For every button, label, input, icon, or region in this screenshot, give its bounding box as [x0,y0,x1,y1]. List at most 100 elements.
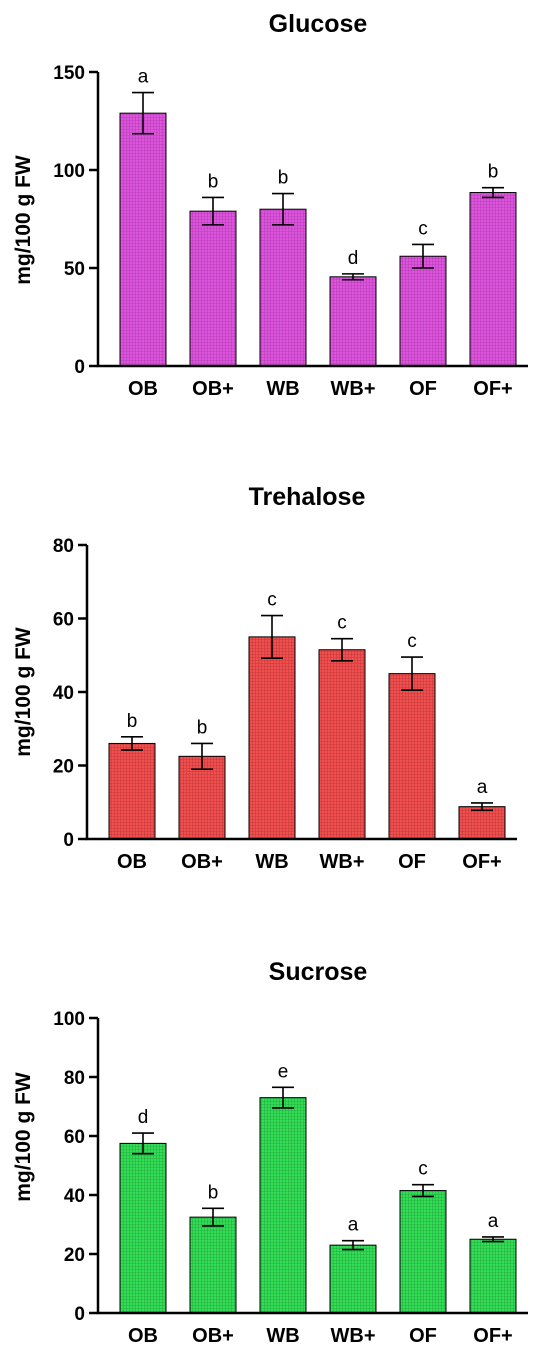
significance-letter: c [418,218,428,239]
significance-letter: c [407,631,417,652]
bar-ob-plus [178,755,226,840]
y-tick-label: 20 [64,1245,85,1266]
bar-wb-plus [329,276,377,367]
x-axis-tick-labels: OB OB+ WB WB+ OF OF+ [128,1325,513,1347]
significance-letter: c [418,1159,428,1180]
x-tick-label: OF+ [462,851,501,873]
y-axis-ticks: 0 20 40 60 80 100 [53,1009,98,1325]
bars: b b c c c a [108,590,506,840]
y-tick-label: 150 [53,63,85,84]
error-bar [132,91,154,135]
significance-letter: d [138,1107,149,1128]
significance-letter: b [488,162,499,183]
y-tick-label: 0 [74,357,85,378]
significance-letter: b [278,168,289,189]
x-tick-label: OB [128,1325,158,1347]
x-tick-label: OB+ [181,851,223,873]
axis-lines [96,1018,528,1315]
y-axis-ticks: 0 50 100 150 [53,63,98,378]
y-tick-label: 100 [53,161,85,182]
significance-letter: a [138,67,149,88]
axis-lines [85,545,517,841]
y-axis-label: mg/100 g FW [12,1072,35,1202]
bar-of [399,1190,447,1314]
y-axis-label: mg/100 g FW [12,155,35,285]
x-tick-label: OB+ [192,1325,234,1347]
y-tick-label: 0 [63,830,74,851]
x-tick-label: OB [128,378,158,400]
significance-letter: b [197,717,208,738]
chart-title: Glucose [269,10,368,38]
axis-lines [96,72,528,368]
y-tick-label: 40 [53,683,74,704]
error-bar [132,1132,154,1155]
significance-letter: d [348,248,359,269]
y-tick-label: 80 [64,1068,85,1089]
bar-wb-plus [318,649,366,840]
x-tick-label: WB [255,851,288,873]
error-bar [471,802,493,812]
trehalose-chart-panel: Trehalose mg/100 g FW 0 20 40 60 80 b b c c c a O… [12,483,517,873]
significance-letter: a [477,777,488,798]
error-bar [412,243,434,269]
bar-of [388,673,436,840]
x-axis-tick-labels: OB OB+ WB WB+ OF OF+ [117,851,502,873]
bar-ob [119,1142,167,1314]
x-axis-tick-labels: OB OB+ WB WB+ OF OF+ [128,378,513,400]
error-bar [121,736,143,751]
bar-wb-plus [329,1244,377,1314]
chart-title: Trehalose [249,483,366,511]
significance-letter: a [488,1211,499,1232]
y-tick-label: 0 [74,1304,85,1325]
x-tick-label: OF [409,378,437,400]
bars: a b b d c b [119,67,517,367]
bar-wb [248,636,296,840]
chart-title: Sucrose [269,958,368,986]
bar-of-plus [458,806,506,840]
error-bar [202,1207,224,1227]
x-tick-label: WB+ [320,851,365,873]
x-tick-label: OF [398,851,426,873]
bar-of-plus [469,1238,517,1314]
y-tick-label: 60 [64,1127,85,1148]
y-tick-label: 60 [53,610,74,631]
x-tick-label: WB [266,1325,299,1347]
x-tick-label: OB [117,851,147,873]
error-bar [331,637,353,662]
bars: d b e a c a [119,1061,517,1314]
y-tick-label: 40 [64,1186,85,1207]
bar-wb [259,208,307,367]
significance-letter: b [208,171,219,192]
bar-of [399,255,447,367]
x-tick-label: OB+ [192,378,234,400]
significance-letter: c [267,590,277,611]
bar-ob [108,742,156,840]
x-tick-label: OF+ [473,1325,512,1347]
x-tick-label: OF+ [473,378,512,400]
y-tick-label: 80 [53,536,74,557]
error-bar [191,742,213,770]
y-tick-label: 50 [64,259,85,280]
error-bar [272,1086,294,1109]
y-tick-label: 100 [53,1009,85,1030]
bar-ob-plus [189,1216,237,1314]
bar-wb [259,1097,307,1314]
error-bar [482,1236,504,1243]
error-bar [261,614,283,659]
error-bar [482,186,504,199]
x-tick-label: WB+ [331,378,376,400]
y-axis-ticks: 0 20 40 60 80 [53,536,87,851]
significance-letter: e [278,1061,289,1082]
bar-ob-plus [189,210,237,367]
error-bar [412,1183,434,1198]
error-bar [272,192,294,226]
error-bar [342,273,364,281]
significance-letter: b [127,711,138,732]
x-tick-label: WB [266,378,299,400]
bar-ob [119,112,167,367]
error-bar [202,196,224,226]
y-tick-label: 20 [53,757,74,778]
